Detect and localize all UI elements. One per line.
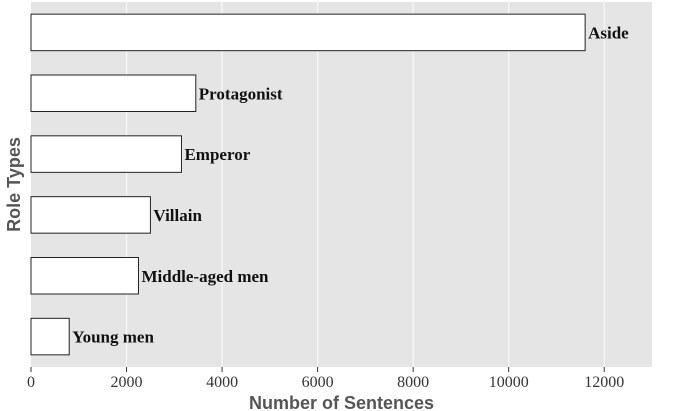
x-tick-label: 10000: [489, 374, 529, 391]
bar-villain: [30, 196, 151, 234]
bar-emperor: [30, 135, 182, 173]
x-tick-label: 4000: [206, 374, 238, 391]
bar-label: Emperor: [184, 145, 250, 164]
x-tick-label: 8000: [397, 374, 429, 391]
x-tick-label: 2000: [111, 374, 143, 391]
x-tick-label: 0: [27, 374, 35, 391]
bar-young-men: [30, 317, 70, 356]
bar-label: Aside: [588, 23, 629, 42]
bar-label: Villain: [153, 206, 202, 225]
bar-label: Middle-aged men: [141, 267, 269, 286]
bar-label: Young men: [72, 328, 154, 347]
bars: [30, 13, 586, 356]
plot-panel: [31, 2, 652, 367]
bar-label: Protagonist: [199, 84, 283, 103]
bar-protagonist: [30, 74, 197, 112]
x-axis-title: Number of Sentences: [249, 393, 434, 411]
x-tick-label: 6000: [302, 374, 334, 391]
x-axis-ticks: 0 2000 4000 6000 8000 10000 12000: [27, 367, 624, 391]
y-axis-title: Role Types: [4, 137, 24, 232]
bar-aside: [30, 13, 586, 52]
bar-labels: Aside Protagonist Emperor Villain Middle-age…: [72, 23, 629, 346]
x-tick-label: 12000: [584, 374, 624, 391]
bar-middle-aged-men: [30, 257, 139, 295]
gridlines: [125, 2, 605, 367]
